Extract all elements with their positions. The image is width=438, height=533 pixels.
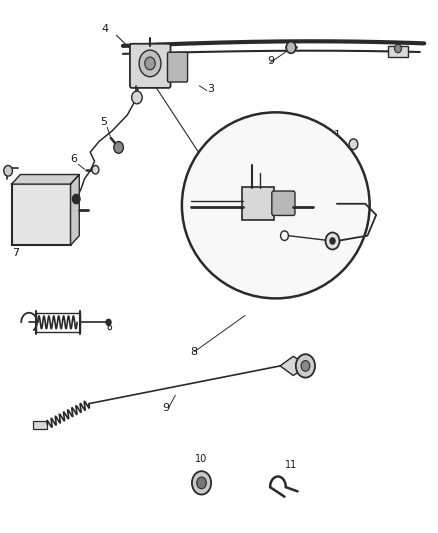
Text: 7: 7 (12, 248, 19, 259)
Text: 9: 9 (267, 55, 274, 66)
Text: 1: 1 (333, 130, 340, 140)
Bar (33, 421, 47, 429)
Bar (12, 184, 71, 245)
Text: 3: 3 (207, 84, 214, 94)
Circle shape (349, 139, 358, 150)
Circle shape (197, 477, 206, 489)
Text: 11: 11 (285, 459, 297, 470)
Text: 8: 8 (191, 348, 198, 357)
FancyBboxPatch shape (167, 52, 187, 82)
FancyBboxPatch shape (242, 187, 275, 220)
Circle shape (145, 57, 155, 70)
Circle shape (72, 194, 80, 204)
Bar (389, 46, 408, 56)
Circle shape (286, 42, 296, 53)
Circle shape (114, 142, 124, 154)
Bar (36, 313, 80, 332)
Circle shape (395, 44, 402, 53)
Text: 10: 10 (195, 454, 208, 464)
Text: 6: 6 (71, 154, 78, 164)
Circle shape (92, 165, 99, 174)
Polygon shape (71, 174, 79, 245)
Polygon shape (280, 357, 308, 375)
Circle shape (4, 165, 12, 176)
FancyBboxPatch shape (272, 191, 295, 215)
Circle shape (192, 471, 211, 495)
Circle shape (301, 361, 310, 371)
Ellipse shape (182, 112, 370, 298)
Text: 2: 2 (164, 56, 172, 67)
Text: 5: 5 (100, 117, 107, 127)
Circle shape (106, 319, 111, 326)
FancyBboxPatch shape (130, 44, 170, 88)
Text: 9: 9 (162, 403, 170, 413)
Circle shape (139, 50, 161, 77)
Circle shape (132, 91, 142, 104)
Circle shape (330, 238, 335, 244)
Circle shape (325, 232, 339, 249)
Text: 4: 4 (102, 23, 109, 34)
Circle shape (296, 354, 315, 377)
Polygon shape (12, 174, 79, 184)
